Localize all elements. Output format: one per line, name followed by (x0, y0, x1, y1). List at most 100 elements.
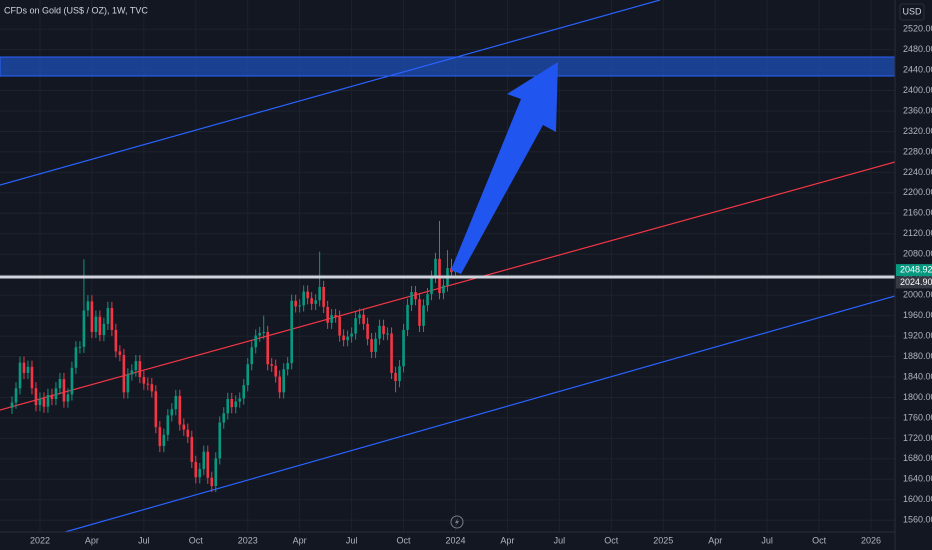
x-tick-label: 2026 (861, 535, 881, 545)
candle-body (350, 333, 353, 337)
candle-body (394, 372, 397, 382)
x-tick-label: Jul (346, 535, 358, 545)
candle-body (26, 366, 30, 373)
candle-body (414, 292, 417, 300)
candle-body (430, 276, 433, 295)
x-tick-label: Apr (293, 535, 307, 545)
currency-box[interactable] (899, 3, 925, 21)
candle-body (38, 398, 42, 406)
candle-body (178, 395, 182, 425)
candle-body (354, 318, 357, 334)
y-tick-label: 1760.00 (903, 412, 932, 422)
candle-body (390, 333, 393, 373)
candle-body (290, 300, 293, 364)
candle-body (190, 436, 194, 462)
candle-body (162, 434, 166, 447)
candle-body (182, 424, 186, 430)
candle-body (82, 310, 86, 347)
line-price-label: 2024.90 (900, 277, 932, 287)
candle-body (330, 315, 333, 323)
candle-body (230, 399, 234, 408)
candle-body (66, 394, 70, 402)
candle-body (78, 346, 82, 348)
y-tick-label: 2160.00 (903, 208, 932, 218)
x-tick-label: Apr (85, 535, 99, 545)
x-tick-label: Oct (189, 535, 204, 545)
candle-body (90, 301, 94, 332)
candle-body (150, 384, 154, 392)
candle-body (422, 305, 425, 326)
candle-body (286, 363, 289, 370)
chart-title: CFDs on Gold (US$ / OZ), 1W, TVC (4, 5, 148, 15)
candle-body (442, 285, 445, 294)
candle-body (374, 338, 377, 352)
candle-body (158, 427, 162, 447)
candle-body (342, 335, 345, 341)
candle-body (114, 329, 118, 352)
candle-body (134, 361, 138, 371)
candle-body (186, 429, 190, 437)
candle-body (86, 301, 90, 311)
candle-body (198, 469, 202, 478)
candle-body (118, 351, 122, 356)
candle-body (434, 258, 437, 277)
candle-body (358, 314, 361, 319)
x-tick-label: Oct (604, 535, 619, 545)
candle-body (222, 413, 226, 423)
candle-body (62, 379, 66, 402)
last-price-box (896, 264, 932, 277)
y-tick-label: 2240.00 (903, 167, 932, 177)
candle-body (254, 335, 258, 348)
candle-body (206, 451, 210, 478)
candle-body (50, 394, 54, 399)
candle-body (74, 347, 78, 368)
candle-body (138, 361, 142, 378)
y-tick-label: 1560.00 (903, 515, 932, 525)
candle-body (106, 307, 110, 324)
lightning-icon[interactable] (450, 515, 464, 529)
lower-channel-line (64, 295, 896, 533)
x-tick-label: 2025 (653, 535, 673, 545)
x-tick-label: 2023 (238, 535, 258, 545)
candle-body (266, 331, 269, 365)
candle-body (174, 395, 178, 410)
upper-channel-line (0, 0, 661, 186)
candle-body (382, 325, 385, 335)
candle-body (370, 339, 373, 352)
candle-body (22, 362, 26, 373)
y-tick-label: 2520.00 (903, 24, 932, 34)
y-tick-label: 2280.00 (903, 146, 932, 156)
y-tick-label: 1600.00 (903, 494, 932, 504)
y-tick-label: 1800.00 (903, 392, 932, 402)
candle-body (278, 376, 281, 393)
candle-body (246, 364, 250, 386)
candle-body (122, 355, 126, 393)
candles (10, 220, 457, 493)
candle-body (250, 347, 254, 365)
x-tick-label: Oct (397, 535, 412, 545)
y-tick-label: 2120.00 (903, 228, 932, 238)
candle-body (410, 292, 413, 305)
candle-body (142, 377, 146, 384)
candle-body (226, 399, 230, 414)
candle-body (70, 367, 74, 395)
y-tick-label: 2080.00 (903, 249, 932, 259)
candle-body (338, 316, 341, 336)
candle-body (234, 401, 238, 408)
candle-body (294, 300, 297, 307)
candle-body (306, 291, 309, 299)
candle-body (362, 314, 365, 324)
candle-body (386, 333, 389, 335)
icon-bolt (455, 518, 459, 526)
y-tick-label: 1920.00 (903, 330, 932, 340)
candle-body (166, 415, 170, 435)
y-tick-label: 2360.00 (903, 105, 932, 115)
candle-body (242, 385, 246, 399)
axes: 1560.00 1600.00 1640.00 1680.00 1720.00 1760.… (30, 24, 932, 545)
x-tick-label: Jul (138, 535, 150, 545)
candle-body (218, 422, 222, 459)
candle-body (170, 409, 174, 416)
y-tick-label: 1720.00 (903, 433, 932, 443)
candle-body (322, 286, 325, 307)
